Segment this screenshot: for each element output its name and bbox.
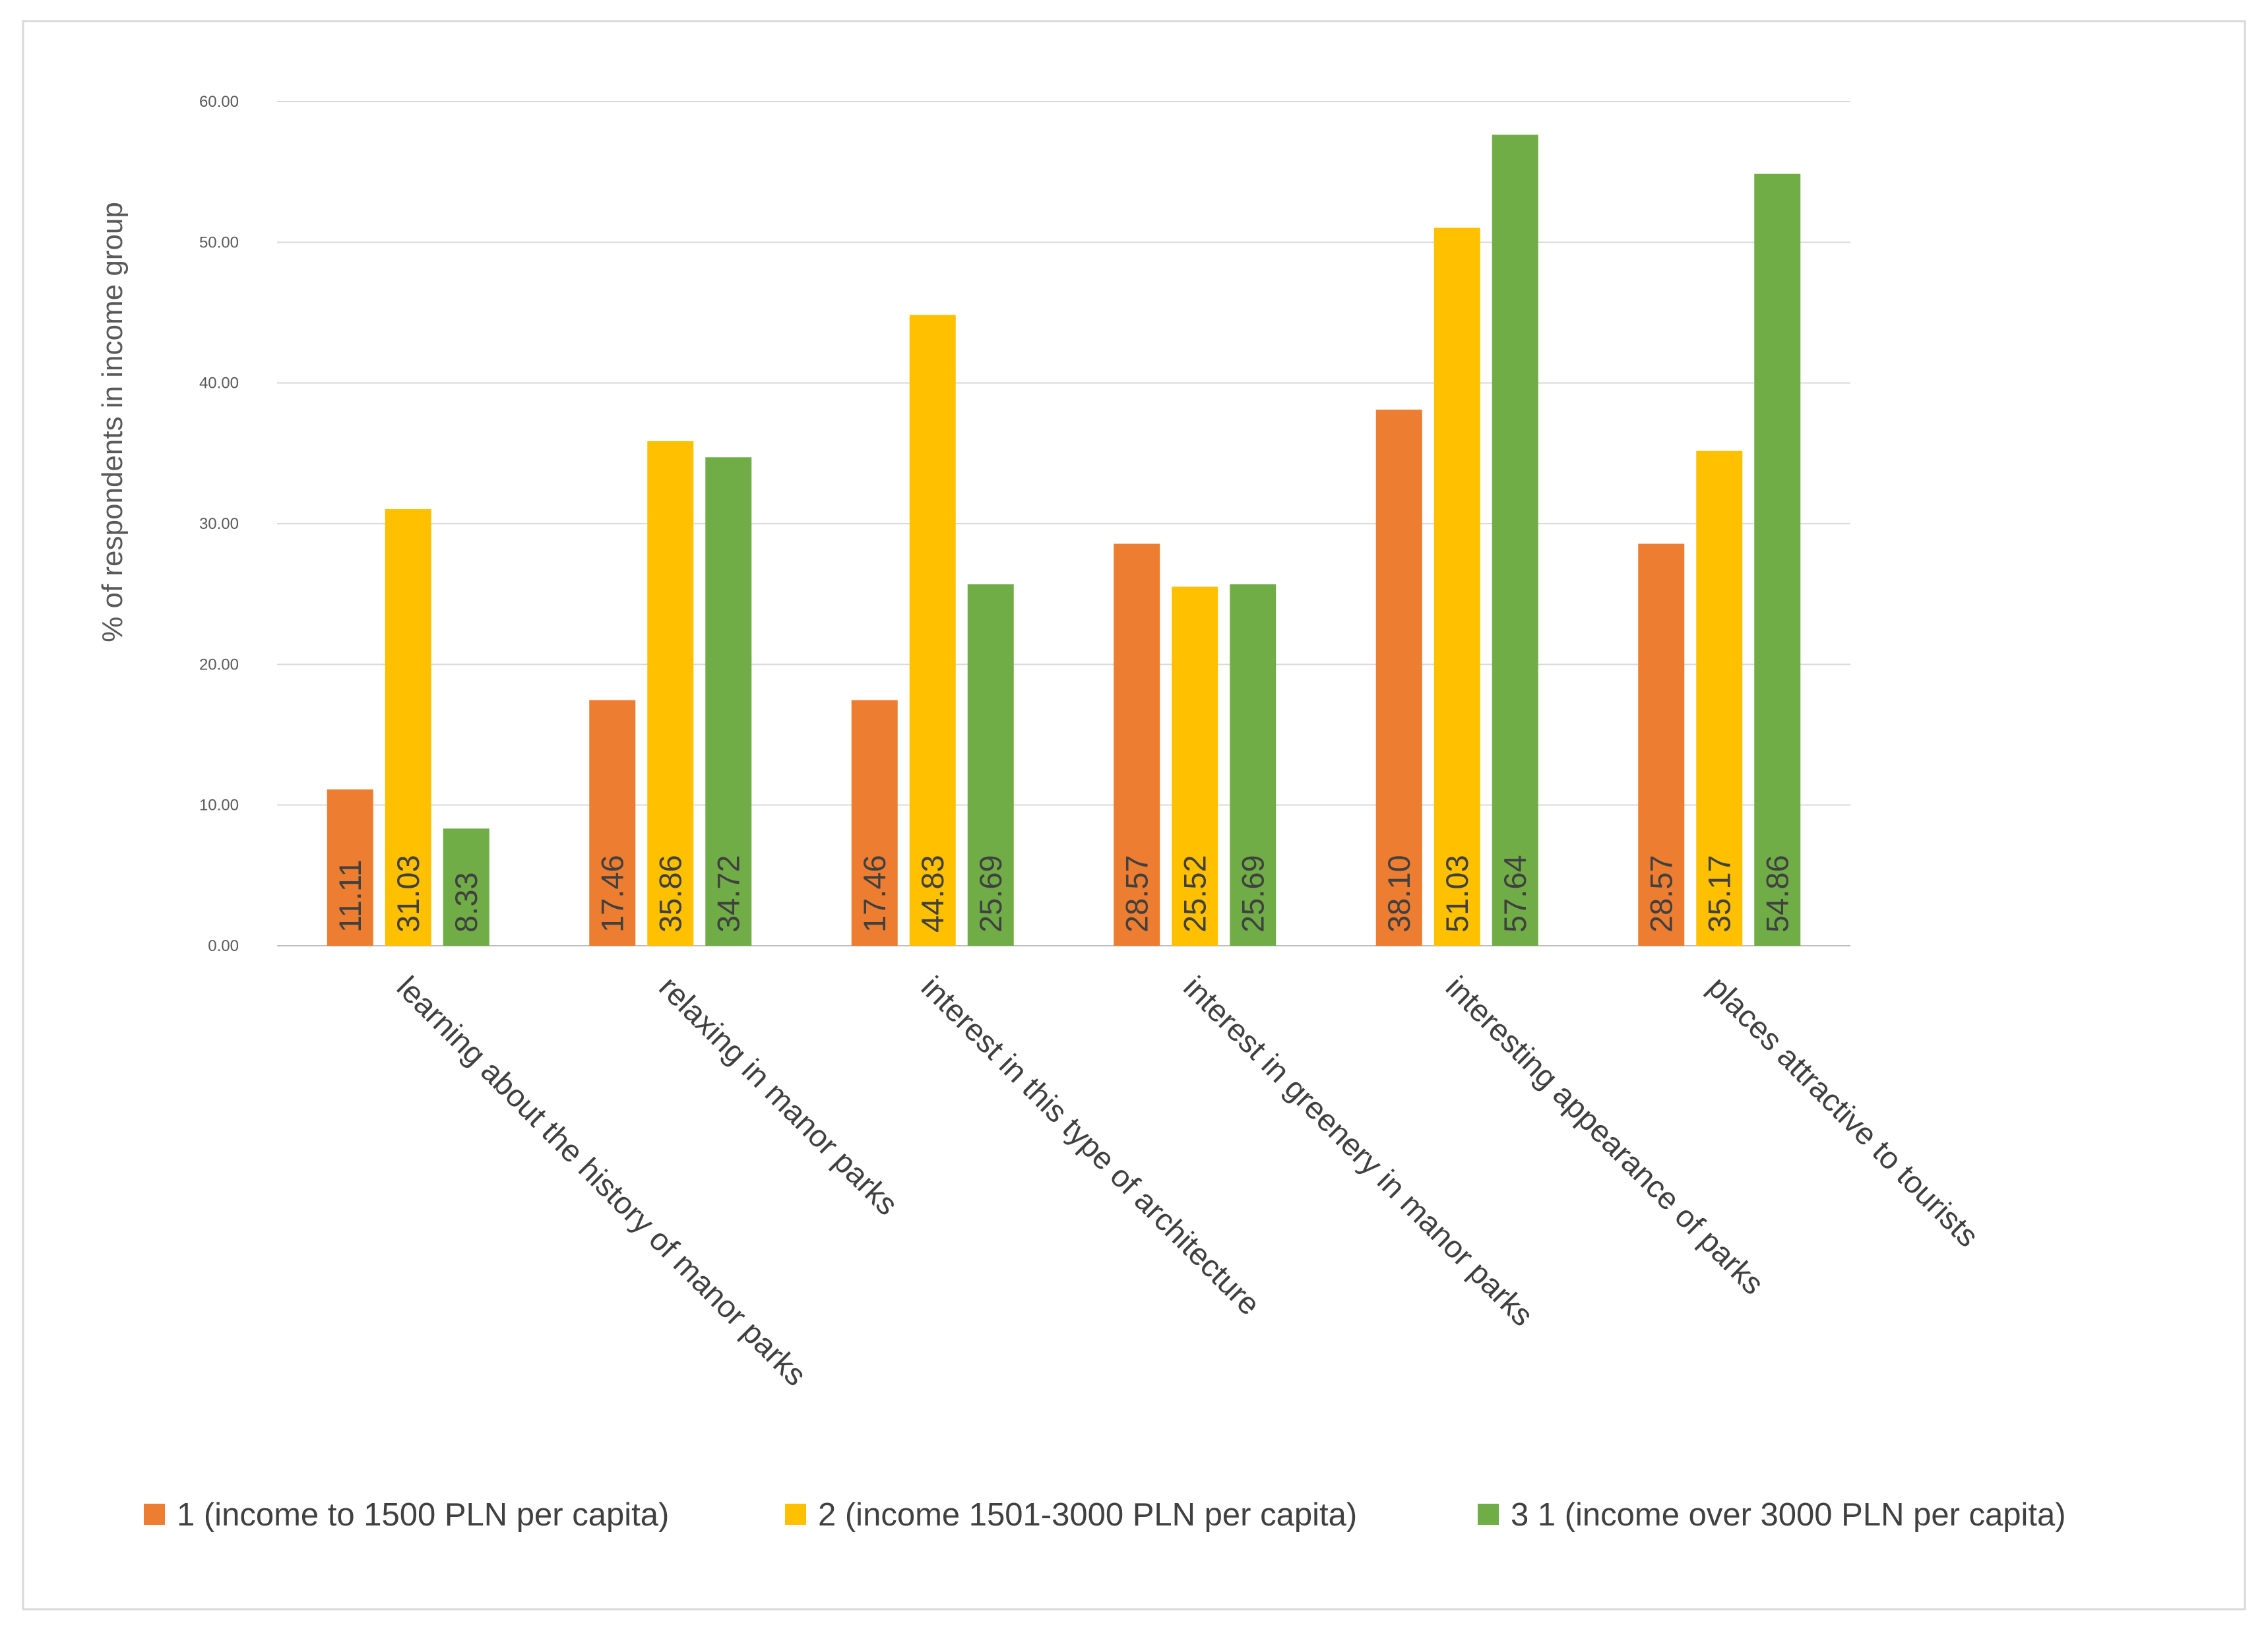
bar — [1492, 135, 1538, 946]
bar — [1433, 228, 1480, 946]
legend: 1 (income to 1500 PLN per capita) 2 (inco… — [144, 1497, 2066, 1533]
data-label: 44.83 — [915, 855, 950, 933]
bar — [1172, 586, 1218, 946]
bar — [909, 315, 956, 946]
legend-swatch — [785, 1504, 806, 1525]
data-label: 25.69 — [1235, 855, 1270, 933]
legend-entry: 2 (income 1501-3000 PLN per capita) — [818, 1497, 1357, 1533]
bar — [705, 457, 752, 946]
data-label: 34.72 — [710, 855, 745, 933]
gridlines — [277, 101, 1850, 946]
bar — [443, 828, 489, 946]
y-axis-ticks: 0.00 10.00 20.00 30.00 40.00 50.00 60.00 — [199, 93, 239, 955]
bar — [1754, 173, 1801, 946]
data-label: 8.33 — [449, 873, 484, 933]
y-tick-label: 10.00 — [199, 797, 239, 815]
bar — [647, 441, 694, 946]
data-label: 28.57 — [1643, 855, 1678, 933]
bar — [1114, 543, 1160, 946]
data-labels: 11.11 31.03 8.33 17.46 35.86 34.72 17.46 44.83 2… — [332, 855, 1795, 933]
y-tick-label: 60.00 — [199, 93, 239, 111]
bars — [327, 135, 1801, 946]
data-label: 25.52 — [1177, 855, 1212, 933]
data-label: 17.46 — [857, 855, 892, 933]
data-label: 54.86 — [1759, 855, 1794, 933]
y-axis-label: % of respondents in income group — [96, 202, 129, 642]
bar — [1696, 450, 1743, 946]
y-tick-label: 0.00 — [208, 937, 239, 955]
data-label: 31.03 — [391, 855, 425, 933]
data-label: 35.86 — [652, 855, 687, 933]
legend-swatch — [1478, 1504, 1499, 1525]
data-label: 35.17 — [1701, 855, 1736, 933]
data-label: 17.46 — [594, 855, 629, 933]
legend-entry: 1 (income to 1500 PLN per capita) — [177, 1497, 669, 1533]
bar — [589, 700, 636, 946]
data-label: 38.10 — [1381, 855, 1416, 933]
bar — [967, 584, 1014, 946]
data-label: 25.69 — [973, 855, 1008, 933]
y-tick-label: 40.00 — [199, 375, 239, 392]
data-label: 57.64 — [1497, 855, 1532, 933]
y-tick-label: 50.00 — [199, 233, 239, 251]
data-label: 28.57 — [1119, 855, 1154, 933]
bar — [327, 789, 373, 946]
data-label: 51.03 — [1439, 855, 1474, 933]
bar — [1638, 543, 1685, 946]
bar — [851, 700, 898, 946]
data-label: 11.11 — [332, 859, 367, 933]
legend-swatch — [144, 1504, 165, 1525]
bar — [385, 509, 431, 946]
bar — [1230, 584, 1276, 946]
y-tick-label: 30.00 — [199, 515, 239, 533]
bar — [1375, 410, 1422, 946]
y-tick-label: 20.00 — [199, 656, 239, 673]
legend-entry: 3 1 (income over 3000 PLN per capita) — [1511, 1497, 2066, 1533]
